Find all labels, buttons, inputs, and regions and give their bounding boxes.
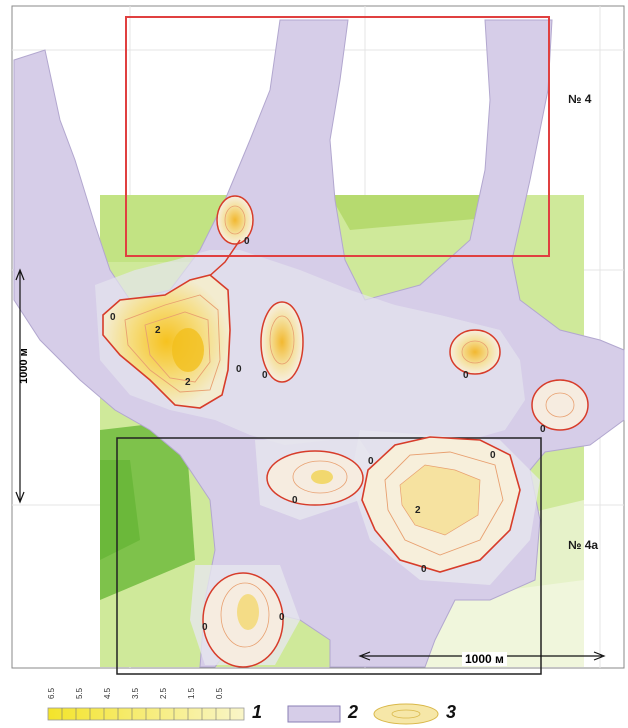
contour-label: 2	[415, 505, 421, 516]
anomaly-far-right	[531, 379, 589, 431]
legend-number-1: 1	[252, 702, 263, 722]
contour-label: 0	[244, 236, 250, 247]
area-4-frame	[125, 16, 550, 257]
contour-labels: 0 0 2 2 0 0 0 0 0 0 0 2 0 0 0	[110, 236, 546, 633]
legend-purple-swatch	[287, 705, 341, 723]
anomaly-lower-left	[266, 450, 364, 506]
anomaly-large	[102, 274, 231, 409]
contour-label: 0	[236, 364, 242, 375]
legend-tick: 5.5	[75, 687, 84, 699]
anomaly-top	[216, 195, 254, 245]
anomaly-bottom	[202, 572, 284, 668]
legend-color-scale	[47, 707, 245, 721]
anomaly-right	[449, 329, 501, 375]
legend-tick: 4.5	[103, 687, 112, 699]
legend-number-3: 3	[446, 702, 457, 722]
area-4a-frame	[116, 437, 542, 675]
contour-label: 2	[185, 377, 191, 388]
scale-vertical-label: 1000 м	[18, 348, 30, 384]
contour-label: 0	[292, 495, 298, 506]
legend-tick: 6.5	[47, 687, 56, 699]
anomaly-lower-center	[361, 436, 521, 573]
contour-label: 0	[368, 456, 374, 467]
contour-label: 0	[110, 312, 116, 323]
area-4-label: № 4	[568, 92, 592, 106]
legend-number-2: 2	[348, 702, 359, 722]
scale-horizontal-label: 1000 м	[462, 652, 507, 666]
contour-label: 0	[540, 424, 546, 435]
legend-tick: 0.5	[215, 687, 224, 699]
contour-label: 0	[490, 450, 496, 461]
contour-label: 2	[155, 325, 161, 336]
legend	[47, 703, 439, 725]
contour-label: 0	[202, 622, 208, 633]
contour-label: 0	[279, 612, 285, 623]
contour-label: 0	[463, 370, 469, 381]
anomaly-mid	[260, 301, 304, 383]
legend-tick: 2.5	[159, 687, 168, 699]
contour-label: 0	[262, 370, 268, 381]
scale-vertical-arrow	[15, 268, 25, 504]
legend-tick: 3.5	[131, 687, 140, 699]
legend-ellipse-swatch	[373, 703, 439, 725]
area-4a-label: № 4a	[568, 538, 599, 552]
contour-label: 0	[421, 564, 427, 575]
legend-tick: 1.5	[187, 687, 196, 699]
